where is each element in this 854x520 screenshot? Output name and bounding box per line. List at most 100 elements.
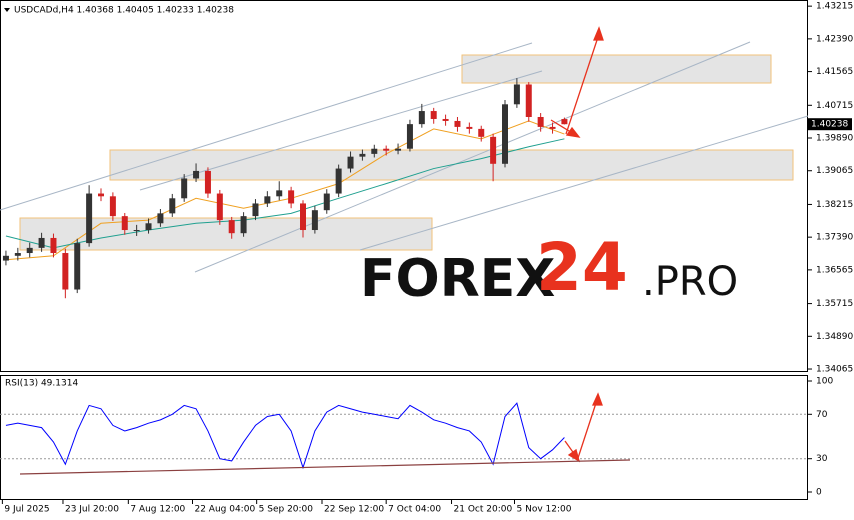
- y-tick-label: 1.34065: [816, 365, 853, 375]
- candle-body: [14, 253, 21, 256]
- candle-body: [502, 104, 508, 164]
- series-line: [5, 138, 565, 249]
- price-tag-bg: [808, 118, 852, 131]
- candle-body: [300, 203, 306, 231]
- candle-body: [228, 220, 235, 234]
- candle-body: [50, 237, 57, 254]
- zone: [19, 217, 433, 251]
- channel-lines: [0, 41, 809, 273]
- candle-body: [26, 247, 33, 254]
- x-tick-label: 22 Aug 04:00: [194, 505, 255, 515]
- candle-body: [323, 193, 330, 211]
- candle-body: [537, 116, 544, 127]
- y-tick-label: 1.39890: [816, 134, 853, 144]
- candle-body: [264, 196, 271, 204]
- candle-body: [395, 148, 402, 151]
- y-tick-label: 1.35715: [816, 299, 853, 309]
- zone: [461, 54, 772, 84]
- candle-body: [252, 203, 259, 217]
- candle-body: [442, 118, 449, 121]
- candle-body: [193, 170, 200, 179]
- price-frame: [0, 0, 808, 372]
- y-tick-label: 1.42390: [816, 34, 853, 44]
- candle-body: [181, 178, 188, 199]
- arrow-head: [567, 448, 581, 463]
- candle-body: [561, 119, 568, 125]
- y-tick-label: 30: [816, 454, 828, 464]
- logo-text: FOREX: [360, 249, 555, 309]
- candle-body: [62, 253, 69, 290]
- candle-body: [98, 193, 104, 197]
- x-tick-label: 23 Jul 20:00: [65, 505, 119, 515]
- watermark: FOREX 24 .PRO: [360, 229, 738, 309]
- x-tick-label: 5 Sep 20:00: [259, 505, 314, 515]
- candle-body: [549, 126, 556, 129]
- candle-body: [216, 193, 223, 221]
- y-tick-label: 1.43215: [816, 2, 853, 12]
- candle-body: [240, 216, 247, 234]
- x-tick-label: 5 Nov 12:00: [517, 505, 572, 515]
- candle-body: [513, 84, 520, 105]
- logo-suffix: .PRO: [642, 259, 738, 305]
- y-tick-label: 0: [816, 488, 822, 498]
- y-tick-label: 1.39065: [816, 166, 853, 176]
- candle-body: [145, 223, 152, 231]
- candle-body: [371, 148, 378, 154]
- candle-body: [466, 126, 473, 129]
- candle-body: [383, 148, 390, 151]
- candle-body: [525, 84, 532, 117]
- candle-body: [86, 193, 93, 244]
- y-tick-label: 70: [816, 410, 828, 420]
- candle-body: [169, 198, 176, 214]
- arrow-head: [565, 126, 581, 138]
- x-tick-label: 21 Oct 20:00: [454, 505, 513, 515]
- candle-body: [121, 216, 128, 231]
- trend-line: [0, 42, 533, 211]
- candle-body: [490, 136, 497, 164]
- y-tick-label: 1.41565: [816, 67, 853, 77]
- x-tick-label: 9 Jul 2025: [4, 505, 49, 515]
- candle-body: [74, 243, 81, 290]
- candle-body: [204, 170, 211, 194]
- candle-body: [276, 190, 283, 197]
- rsi-title: RSI(13) 49.1314: [5, 379, 78, 389]
- candle-body: [311, 210, 318, 231]
- menu-icon: [4, 8, 10, 12]
- candle-body: [406, 124, 413, 149]
- candle-body: [288, 190, 295, 204]
- price-tag: 1.40238: [811, 120, 848, 130]
- arrows: [550, 26, 604, 463]
- chart-title: USDCADd,H4 1.40368 1.40405 1.40233 1.402…: [14, 6, 234, 16]
- candle-body: [133, 230, 140, 232]
- x-tick-label: 7 Aug 12:00: [130, 505, 185, 515]
- candle-body: [418, 111, 425, 125]
- arrow-head: [593, 26, 604, 41]
- candle-body: [109, 196, 116, 217]
- rsi-frame: [0, 375, 808, 500]
- candle-body: [478, 128, 485, 137]
- y-tick-label: 1.40715: [816, 101, 853, 111]
- candle-body: [157, 213, 164, 224]
- candle-body: [359, 153, 366, 157]
- y-tick-label: 1.38215: [816, 200, 853, 210]
- candle-body: [335, 168, 342, 194]
- trend-line: [194, 41, 751, 273]
- y-tick-label: 1.34890: [816, 332, 853, 342]
- trend-line: [139, 70, 543, 191]
- arrow: [565, 33, 600, 135]
- candle-body: [2, 255, 9, 261]
- candle-body: [38, 237, 45, 248]
- candle-body: [347, 156, 354, 169]
- arrow-head: [591, 392, 603, 406]
- y-tick-label: 1.37390: [816, 233, 853, 243]
- x-tick-label: 22 Sep 12:00: [324, 505, 384, 515]
- arrow: [577, 399, 598, 459]
- logo-number: 24: [536, 229, 628, 306]
- candle-body: [454, 120, 461, 127]
- series-line: [5, 402, 565, 470]
- candle-body: [430, 111, 437, 119]
- rsi-trend-line: [19, 459, 631, 475]
